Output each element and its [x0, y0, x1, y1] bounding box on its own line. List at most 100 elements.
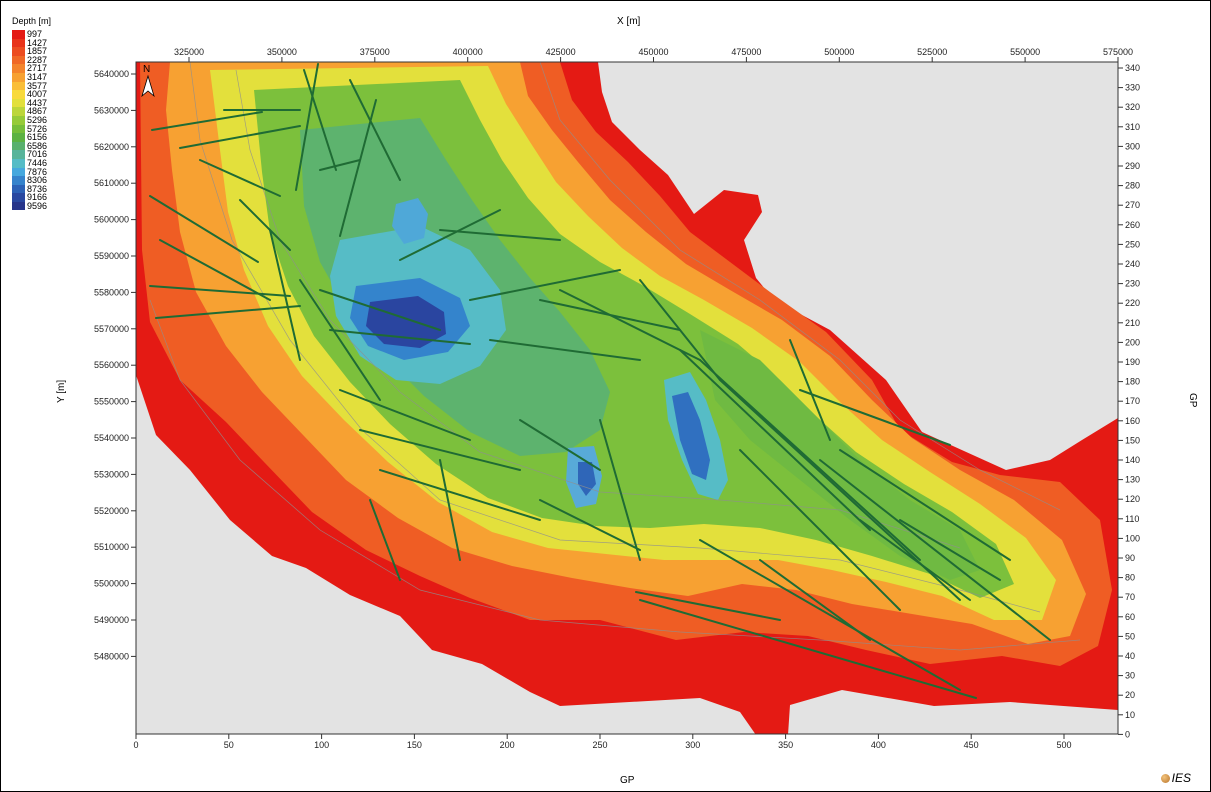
- gp-right-tick-label: 250: [1125, 239, 1140, 249]
- contour-line: [539, 62, 1061, 511]
- fault-line: [679, 349, 871, 531]
- gp-right-tick-label: 320: [1125, 102, 1140, 112]
- fault-line: [199, 159, 281, 197]
- legend-swatch: [12, 98, 25, 108]
- north-arrow: N: [141, 64, 155, 98]
- y-tick-label: 5570000: [94, 324, 129, 334]
- fault-line: [599, 419, 641, 561]
- fault-line: [539, 499, 641, 551]
- gp-right-tick-label: 130: [1125, 475, 1140, 485]
- gp-bottom-tick-label: 200: [500, 740, 515, 750]
- fault-line: [839, 449, 1011, 561]
- legend-entry: 3577: [12, 81, 47, 91]
- legend-entry: 4007: [12, 90, 47, 99]
- legend-label: 1427: [27, 37, 48, 48]
- fault-line: [789, 339, 831, 441]
- gp-right-tick-label: 270: [1125, 200, 1140, 210]
- y-tick-label: 5480000: [94, 651, 129, 661]
- legend-label: 997: [27, 29, 43, 39]
- legend-swatch: [12, 133, 25, 142]
- legend-swatch: [12, 124, 25, 134]
- x-tick-label: 350000: [267, 47, 297, 57]
- fault-line: [239, 199, 291, 251]
- legend-entry: 1427: [12, 37, 48, 48]
- fault-line: [699, 539, 961, 691]
- fault-line: [151, 111, 263, 131]
- gp-bottom-tick-label: 450: [964, 740, 979, 750]
- legend-label: 8736: [27, 183, 48, 194]
- legend-label: 2287: [27, 54, 48, 65]
- legend-entry: 997: [12, 30, 47, 39]
- legend-entry: 6586: [12, 141, 47, 151]
- legend-swatch: [12, 30, 25, 39]
- gp-right-tick-label: 290: [1125, 161, 1140, 171]
- y-tick-label: 5630000: [94, 105, 129, 115]
- legend-swatch: [12, 158, 25, 168]
- legend-swatch: [12, 64, 25, 73]
- y-tick-label: 5490000: [94, 615, 129, 625]
- legend-label: 5296: [27, 114, 48, 125]
- fault-line: [369, 499, 401, 581]
- gp-bottom-tick-label: 500: [1056, 740, 1071, 750]
- fault-line: [339, 389, 471, 441]
- gp-right-tick-label: 220: [1125, 298, 1140, 308]
- x-tick-label: 575000: [1103, 47, 1133, 57]
- gp-bottom-ticks: 0 50 100 150 200 250 300 350 400 450 500: [133, 734, 1072, 750]
- legend-label: 5726: [27, 123, 48, 134]
- fault-line: [299, 279, 381, 401]
- fault-line: [359, 429, 521, 471]
- contour-line: [235, 69, 961, 549]
- gp-bottom-tick-label: 250: [592, 740, 607, 750]
- legend-label: 2717: [27, 63, 48, 74]
- legend-label: 4007: [27, 89, 48, 100]
- fault-line: [519, 419, 601, 471]
- y-tick-label: 5580000: [94, 287, 129, 297]
- y-tick-label: 5640000: [94, 69, 129, 79]
- ies-logo: IES: [1160, 771, 1191, 785]
- fault-line: [269, 229, 301, 361]
- fault-line: [149, 195, 259, 263]
- gp-right-ticks: 3403303203103002902802702602502402302202…: [1118, 63, 1140, 739]
- gp-right-tick-label: 210: [1125, 318, 1140, 328]
- y-tick-label: 5620000: [94, 142, 129, 152]
- fault-line: [559, 289, 701, 361]
- gp-right-tick-label: 40: [1125, 651, 1135, 661]
- fault-line: [489, 339, 641, 361]
- fault-line: [739, 449, 901, 611]
- legend-entry: 7876: [12, 167, 47, 177]
- x-tick-label: 450000: [638, 47, 668, 57]
- fault-line: [699, 359, 921, 561]
- gp-right-tick-label: 170: [1125, 396, 1140, 406]
- fault-line: [159, 239, 271, 301]
- legend-entry: 7016: [12, 150, 47, 159]
- legend-swatch: [12, 193, 25, 202]
- fault-line: [439, 459, 461, 561]
- gp-right-tick-label: 330: [1125, 83, 1140, 93]
- gp-right-tick-label: 340: [1125, 63, 1140, 73]
- legend-swatch: [12, 90, 25, 99]
- legend-label: 9166: [27, 192, 48, 203]
- y-tick-label: 5530000: [94, 469, 129, 479]
- legend-entry: 8736: [12, 183, 48, 194]
- gp-right-tick-label: 110: [1125, 514, 1139, 524]
- gp-bottom-tick-label: 100: [314, 740, 329, 750]
- gp-right-tick-label: 30: [1125, 671, 1135, 681]
- fault-line: [639, 279, 721, 381]
- legend-label: 7016: [27, 149, 48, 160]
- fault-line: [339, 99, 377, 237]
- x-tick-label: 425000: [546, 47, 576, 57]
- fault-line: [303, 69, 337, 171]
- fault-line: [155, 305, 301, 319]
- y-tick-label: 5610000: [94, 178, 129, 188]
- legend-label: 4437: [27, 97, 48, 108]
- y-tick-label: 5560000: [94, 360, 129, 370]
- fault-line: [379, 469, 541, 521]
- north-arrow-label: N: [143, 64, 150, 75]
- legend-entry: 7446: [12, 159, 47, 168]
- legend-entry: 3147: [12, 73, 47, 82]
- legend-swatch: [12, 38, 25, 48]
- gp-right-tick-label: 180: [1125, 377, 1140, 387]
- gp-bottom-tick-label: 0: [133, 740, 138, 750]
- contour-lines: [149, 62, 1081, 651]
